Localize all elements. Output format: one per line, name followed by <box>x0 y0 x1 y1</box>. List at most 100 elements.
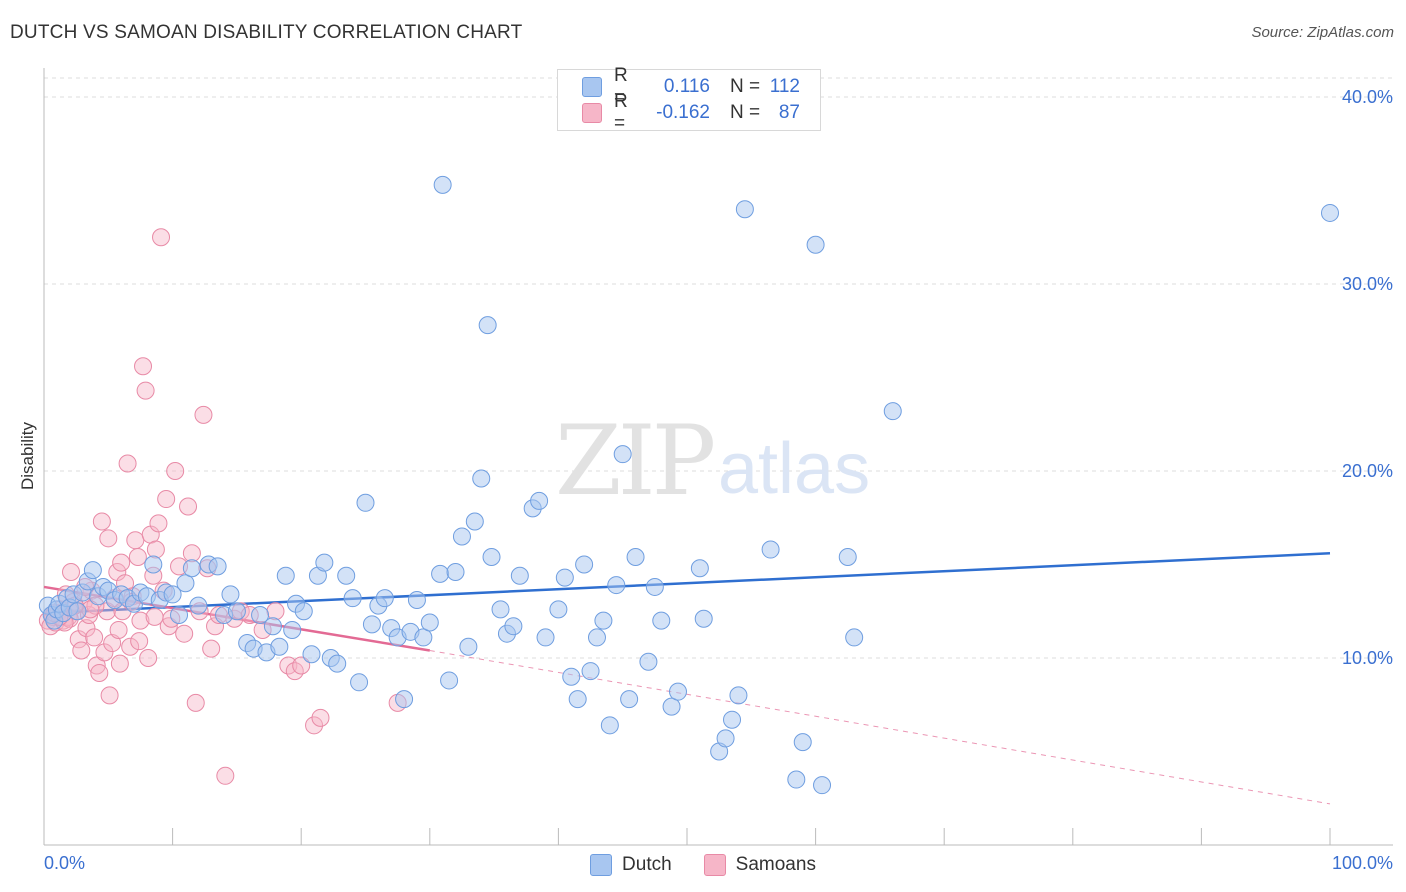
samoan-point <box>152 228 171 247</box>
x-tick-label: 0.0% <box>44 853 85 873</box>
dutch-point <box>600 716 619 735</box>
samoan-point <box>157 490 176 509</box>
dutch-trend-line <box>43 552 1331 615</box>
samoan-point <box>311 708 330 727</box>
samoan-point <box>202 639 221 658</box>
dutch-point <box>420 613 439 632</box>
x-tick-label: 100.0% <box>1332 853 1393 873</box>
dutch-point <box>549 600 568 619</box>
samoan-point <box>99 529 118 548</box>
dutch-point <box>723 710 742 729</box>
dutch-point <box>568 690 587 709</box>
dutch-point <box>607 576 626 595</box>
dutch-point <box>263 617 282 636</box>
dutch-point <box>83 561 102 580</box>
samoan-point <box>186 693 205 712</box>
dutch-point <box>221 585 240 604</box>
n-value: 112 <box>769 76 800 97</box>
samoan-point <box>266 602 285 621</box>
samoan-point <box>95 643 114 662</box>
series-legend: Dutch Samoans <box>0 852 1406 878</box>
samoan-point <box>121 637 140 656</box>
n-label: N = <box>730 76 761 97</box>
samoan-point <box>166 462 185 480</box>
dutch-point <box>407 591 426 610</box>
r-value: 0.116 <box>663 76 710 97</box>
r-value: -0.162 <box>656 102 710 123</box>
legend-item-dutch[interactable]: Dutch <box>590 854 672 876</box>
dutch-point <box>176 574 195 593</box>
samoan-points <box>38 228 407 785</box>
samoan-point <box>194 405 213 424</box>
dutch-point <box>652 611 671 630</box>
dutch-point <box>575 555 594 574</box>
dutch-point <box>504 617 523 636</box>
dutch-point <box>431 564 450 583</box>
dutch-point <box>356 493 375 512</box>
dutch-point <box>530 491 549 510</box>
y-tick-label: 30.0% <box>1342 274 1393 294</box>
tick-labels: 10.0% 20.0% 30.0% 40.0% 0.0% 100.0% <box>44 87 1393 873</box>
n-value: 87 <box>778 102 800 123</box>
samoan-point <box>179 497 198 516</box>
samoan-point <box>131 611 150 630</box>
dutch-point <box>587 628 606 647</box>
samoan-point <box>130 632 149 651</box>
samoan-point <box>103 634 122 653</box>
samoan-point <box>126 531 145 550</box>
dutch-point <box>787 770 806 789</box>
y-tick-label: 10.0% <box>1342 648 1393 668</box>
dutch-point <box>690 559 709 578</box>
dutch-point <box>639 652 658 671</box>
dutch-point <box>735 200 754 219</box>
dutch-point <box>68 602 87 621</box>
dutch-point <box>270 637 289 656</box>
dutch-point <box>562 667 581 686</box>
dutch-point <box>276 566 295 585</box>
grid-lines <box>44 77 1393 659</box>
samoan-point <box>85 628 104 647</box>
dutch-point <box>465 512 484 531</box>
dutch-point <box>452 527 471 546</box>
dutch-point <box>761 540 780 559</box>
samoan-point <box>149 514 168 533</box>
dutch-point <box>813 776 832 795</box>
r-label: R = <box>614 91 628 134</box>
samoan-point <box>112 553 131 572</box>
dutch-point <box>362 615 381 634</box>
dutch-point <box>626 548 645 567</box>
dutch-point <box>144 555 163 574</box>
stats-row-samoan: R = -0.162 N = 87 <box>582 91 800 134</box>
dutch-point <box>510 566 529 585</box>
samoan-swatch <box>703 854 726 876</box>
dutch-point <box>793 733 812 752</box>
stats-row-dutch: R = 0.116 N = 112 <box>582 65 800 108</box>
legend-item-samoans[interactable]: Samoans <box>703 854 816 876</box>
legend-label-samoans: Samoans <box>735 854 816 875</box>
dutch-point <box>838 548 857 567</box>
axes <box>43 68 1393 846</box>
dutch-point <box>315 553 334 572</box>
samoan-swatch <box>582 103 602 123</box>
dutch-point <box>459 637 478 656</box>
watermark-zip: ZIP <box>555 405 716 517</box>
dutch-point <box>482 548 501 567</box>
samoan-point <box>159 617 178 636</box>
dutch-point <box>337 566 356 585</box>
dutch-point <box>350 673 369 692</box>
source-label: Source: ZipAtlas.com <box>1251 24 1394 41</box>
dutch-point <box>283 620 302 639</box>
samoan-point <box>305 716 324 735</box>
dutch-point <box>555 568 574 587</box>
dutch-point <box>414 628 433 647</box>
dutch-point <box>729 686 748 705</box>
samoan-point <box>90 663 109 682</box>
dutch-point <box>491 600 510 619</box>
samoan-point <box>292 656 311 675</box>
dutch-point <box>227 602 246 621</box>
dutch-point <box>694 609 713 628</box>
samoan-point <box>110 654 129 673</box>
dutch-points <box>38 175 1339 795</box>
dutch-point <box>662 697 681 716</box>
